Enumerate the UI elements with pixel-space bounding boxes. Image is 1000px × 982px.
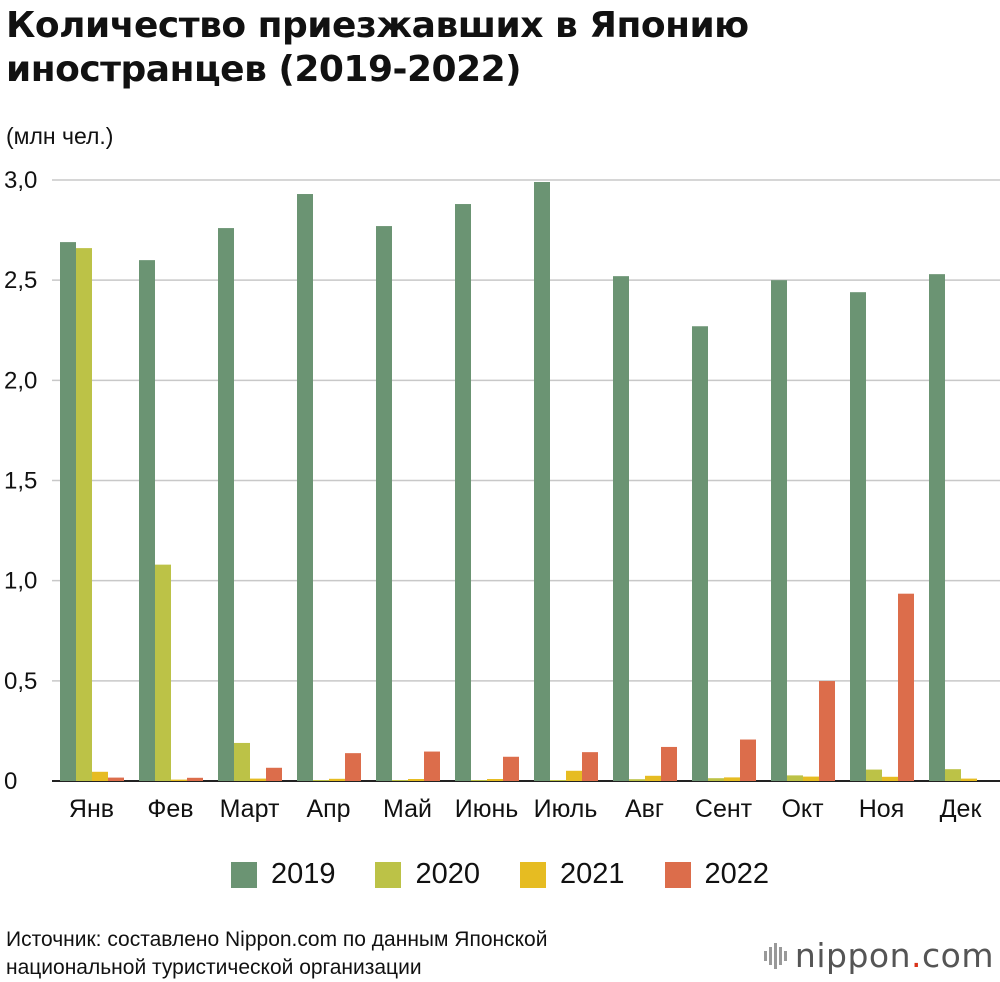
x-tick-label: Март <box>220 795 280 823</box>
x-tick-label: Янв <box>69 795 114 823</box>
bar-2022-8 <box>740 739 756 781</box>
bar-2019-1 <box>139 260 155 782</box>
x-tick-label: Ноя <box>859 795 905 823</box>
bar-2022-5 <box>503 756 519 781</box>
logo-tld: com <box>922 936 994 975</box>
bar-2019-7 <box>613 276 629 781</box>
nippon-logo: nippon.com <box>763 936 994 975</box>
bar-2021-3 <box>329 778 345 781</box>
bar-2021-8 <box>724 777 740 781</box>
bar-2019-6 <box>534 182 550 782</box>
bars <box>60 182 977 782</box>
bar-2022-9 <box>819 681 835 781</box>
logo-dot: . <box>911 936 923 975</box>
bar-2022-3 <box>345 753 361 781</box>
grid-lines <box>52 179 1000 782</box>
legend-label: 2020 <box>415 858 480 890</box>
y-tick-label: 1,5 <box>4 468 37 495</box>
bar-2020-6 <box>550 780 566 781</box>
y-tick-label: 3,0 <box>4 167 37 194</box>
bar-2019-2 <box>218 228 234 781</box>
legend-swatch <box>664 861 691 888</box>
bar-2022-0 <box>108 777 124 781</box>
bar-2019-4 <box>376 226 392 781</box>
legend-swatch <box>230 861 257 888</box>
bar-2020-9 <box>787 775 803 781</box>
bar-2020-10 <box>866 769 882 781</box>
bar-2021-10 <box>882 776 898 781</box>
bar-2022-4 <box>424 751 440 781</box>
bar-2020-0 <box>76 248 92 781</box>
x-tick-label: Июль <box>534 795 598 823</box>
bar-2019-0 <box>60 242 76 781</box>
y-tick-label: 2,0 <box>4 367 37 394</box>
y-tick-label: 0 <box>4 768 17 795</box>
bar-2020-5 <box>471 780 487 781</box>
logo-text: nippon <box>794 936 912 975</box>
bar-2020-2 <box>234 742 250 781</box>
logo-mark-icon <box>763 942 787 969</box>
x-tick-label: Фев <box>147 795 193 823</box>
bar-2022-2 <box>266 767 282 781</box>
chart-title: Количество приезжавших в Японию иностран… <box>6 5 749 90</box>
bar-2021-11 <box>961 778 977 781</box>
x-tick-label: Дек <box>940 795 983 823</box>
bar-2020-3 <box>313 780 329 781</box>
legend-swatch <box>520 861 546 888</box>
legend-label: 2019 <box>270 858 336 890</box>
x-tick-label: Авг <box>625 795 664 823</box>
y-tick-label: 2,5 <box>4 267 37 294</box>
bar-2021-7 <box>645 775 661 781</box>
source-note: Источник: составлено Nippon.com по данны… <box>6 926 547 982</box>
bar-2020-7 <box>629 779 645 781</box>
legend-item: 2022 <box>664 858 770 891</box>
bar-2019-9 <box>771 280 787 781</box>
bar-2022-6 <box>582 752 598 781</box>
bar-2022-7 <box>661 746 677 781</box>
bar-2019-8 <box>692 326 708 781</box>
x-axis-ticks: Янв Фев Март Апр Май Июнь Июль Авг Сент Окт Ноя Дек <box>69 795 983 823</box>
legend-item: 2020 <box>375 858 480 891</box>
source-line-1: Источник: составлено Nippon.com по данны… <box>6 928 548 951</box>
bar-2021-9 <box>803 776 819 781</box>
x-tick-label: Окт <box>781 795 824 823</box>
x-tick-label: Сент <box>695 795 753 823</box>
source-line-2: национальной туристической организации <box>6 956 422 979</box>
legend-label: 2022 <box>704 858 770 890</box>
bar-2021-1 <box>171 779 187 781</box>
legend-swatch <box>375 861 402 888</box>
legend: 2019 2020 2021 2022 <box>0 858 1000 891</box>
y-axis-unit: (млн чел.) <box>6 123 114 149</box>
bar-2019-5 <box>455 204 471 781</box>
bar-2021-4 <box>408 778 424 781</box>
bar-2020-8 <box>708 778 724 781</box>
bar-2019-11 <box>929 274 945 781</box>
y-tick-label: 1,0 <box>4 568 37 595</box>
bar-2020-11 <box>945 769 961 781</box>
bar-2021-5 <box>487 778 503 781</box>
x-tick-label: Июнь <box>455 795 519 823</box>
bar-2020-1 <box>155 564 171 781</box>
legend-item: 2019 <box>230 858 336 891</box>
bar-2021-0 <box>92 771 108 781</box>
legend-item: 2021 <box>520 858 625 891</box>
x-tick-label: Май <box>383 795 432 823</box>
legend-label: 2021 <box>560 858 625 890</box>
bar-2019-3 <box>297 194 313 782</box>
bar-2021-2 <box>250 778 266 781</box>
bar-2019-10 <box>850 292 866 781</box>
bar-2022-10 <box>898 593 914 781</box>
bar-2020-4 <box>392 780 408 781</box>
x-tick-label: Апр <box>306 795 350 823</box>
y-tick-label: 0,5 <box>4 668 37 695</box>
y-axis-ticks: 0 0,5 1,0 1,5 2,0 2,5 3,0 <box>4 167 37 795</box>
bar-2021-6 <box>566 770 582 781</box>
bar-chart: 0 0,5 1,0 1,5 2,0 2,5 3,0 Янв Фев Март Апр Май Июнь… <box>4 167 1000 823</box>
bar-2022-1 <box>187 777 203 781</box>
